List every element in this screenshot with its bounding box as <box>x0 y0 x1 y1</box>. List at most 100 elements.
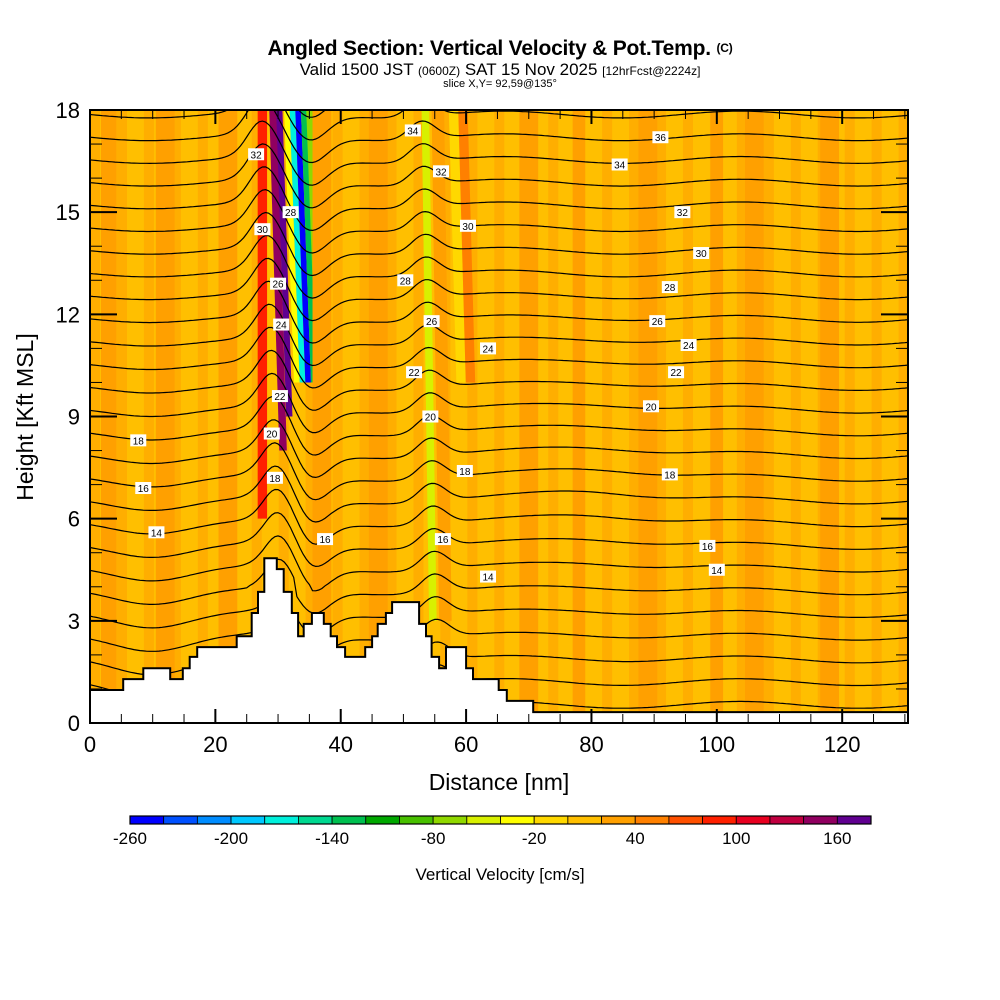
contour-label-bg <box>480 342 497 355</box>
x-tick-label: 80 <box>579 732 603 757</box>
contour-label-bg <box>699 539 716 552</box>
velocity-field <box>90 110 908 723</box>
contour-label: 14 <box>708 563 725 577</box>
colorbar-swatch <box>735 815 771 825</box>
contour-label-text: 28 <box>285 208 297 219</box>
colorbar-swatch <box>196 815 232 825</box>
forecast-info: [12hrFcst@2224z] <box>602 64 701 78</box>
field-streak <box>790 110 801 723</box>
field-streak <box>197 110 208 723</box>
y-tick-label: 0 <box>68 711 80 736</box>
theta-contour <box>90 120 908 186</box>
contour-label-bg <box>130 434 147 447</box>
terrain <box>90 557 908 723</box>
contour-label-text: 14 <box>151 528 163 539</box>
chart-title-text: Angled Section: Vertical Velocity & Pot.… <box>267 37 711 60</box>
field-streak <box>251 110 262 723</box>
chart-title-suffix: (C) <box>716 41 733 55</box>
contour-label-text: 30 <box>257 225 269 236</box>
field-streak <box>871 110 882 723</box>
contour-label-text: 32 <box>251 150 263 161</box>
colorbar-swatch <box>298 815 333 825</box>
contour-label-text: 18 <box>133 436 145 447</box>
contour-label-text: 16 <box>702 542 714 553</box>
velocity-feature <box>284 110 300 383</box>
theta-contour <box>90 419 908 479</box>
colorbar-tick-label: -260 <box>113 829 147 848</box>
theta-contour <box>90 326 908 389</box>
contour-label: 18 <box>661 468 678 481</box>
colorbar-tick-label: 100 <box>722 829 750 848</box>
velocity-feature <box>289 110 306 383</box>
velocity-feature <box>458 110 476 383</box>
contour-label-text: 30 <box>462 222 474 233</box>
colorbar-tick-label: 160 <box>823 829 851 848</box>
x-axis-title: Distance [nm] <box>429 769 570 795</box>
colorbar-swatch <box>769 815 805 825</box>
valid-date: SAT 15 Nov 2025 <box>464 60 598 79</box>
colorbar-swatch <box>365 815 400 825</box>
x-tick-label: 120 <box>824 732 861 757</box>
theta-contour <box>90 465 908 523</box>
contour-label: 18 <box>456 464 473 478</box>
contour-label-text: 26 <box>652 317 664 328</box>
contour-label: 32 <box>248 148 265 161</box>
theta-contour <box>298 110 327 118</box>
theta-contour <box>90 512 908 568</box>
colorbar-swatch <box>129 815 165 825</box>
contour-label: 34 <box>611 158 628 171</box>
colorbar-swatch <box>432 815 468 825</box>
contour-label-bg <box>422 410 439 423</box>
colorbar-swatch <box>230 815 266 825</box>
contour-label: 16 <box>135 482 152 495</box>
contour-label: 18 <box>266 471 283 485</box>
colorbar-swatch <box>466 815 501 825</box>
contour-label-text: 26 <box>426 317 438 328</box>
contour-label: 22 <box>406 366 423 379</box>
chart-subtitle: Valid 1500 JST (0600Z) SAT 15 Nov 2025 [… <box>0 60 1000 80</box>
contour-label-text: 22 <box>671 368 683 379</box>
contour-label-text: 32 <box>435 167 447 178</box>
contour-label-bg <box>317 533 334 546</box>
contour-label: 24 <box>680 338 697 352</box>
colorbar-swatch <box>601 815 636 825</box>
theta-contour <box>90 442 908 501</box>
contour-label-bg <box>456 464 473 477</box>
velocity-feature <box>421 110 437 621</box>
y-tick-label: 15 <box>56 200 80 225</box>
colorbar-swatch <box>702 815 737 825</box>
contour-label-text: 16 <box>437 535 449 546</box>
contour-label-text: 34 <box>614 160 626 171</box>
y-tick-labels: 0 3 6 9 12 15 18 <box>56 98 80 736</box>
contour-label-bg <box>270 277 287 290</box>
theta-contour <box>90 372 908 434</box>
colorbar <box>129 815 872 825</box>
theta-contour <box>90 234 908 299</box>
field-streak <box>413 110 424 723</box>
contour-label-text: 14 <box>482 573 494 584</box>
field-streak <box>548 110 559 723</box>
contour-label-text: 34 <box>407 126 419 137</box>
contour-label-bg <box>433 165 450 178</box>
theta-contour <box>90 110 908 141</box>
contour-label-bg <box>459 219 476 232</box>
contour-label: 30 <box>254 223 271 236</box>
field-streak <box>359 110 370 723</box>
contour-label: 22 <box>668 366 685 379</box>
contour-label-text: 20 <box>425 413 437 424</box>
contour-label-bg <box>404 124 421 137</box>
contour-label-bg <box>661 281 678 294</box>
contour-label-bg <box>248 148 265 161</box>
contour-label: 34 <box>404 124 421 137</box>
x-tick-label: 60 <box>454 732 478 757</box>
theta-contour <box>90 618 908 659</box>
contour-label-bg <box>680 338 697 351</box>
terrain-profile <box>90 557 908 723</box>
contour-label-bg <box>674 206 691 219</box>
contour-label: 24 <box>480 342 497 355</box>
contour-label-bg <box>434 533 451 546</box>
contour-label: 26 <box>270 277 287 291</box>
chart-title: Angled Section: Vertical Velocity & Pot.… <box>0 37 1000 61</box>
contour-label: 20 <box>422 410 439 424</box>
